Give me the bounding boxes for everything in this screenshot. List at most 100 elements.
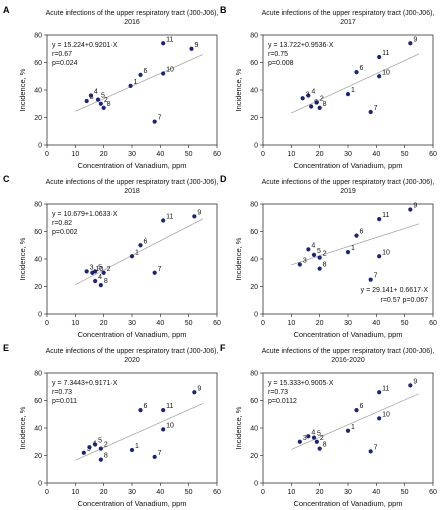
chart-title: Acute infections of the upper respirator… [262,10,435,17]
point-label: 9 [413,36,417,43]
point-label: 11 [382,385,389,392]
data-point [98,446,103,451]
point-label: 4 [311,242,315,249]
y-tick-label: 0 [38,481,42,488]
plot-frame [46,34,218,146]
plot-frame [262,372,434,484]
data-point [87,445,92,450]
y-tick-label: 60 [34,229,42,236]
point-label: 3 [87,446,91,453]
point-label: 3 [90,264,94,271]
x-tick-label: 0 [261,489,265,496]
point-label: 9 [195,42,199,49]
x-tick-label: 20 [100,320,108,327]
chart-title-line2: 2016 [124,19,140,26]
x-tick-label: 40 [372,151,380,158]
data-point [368,277,373,282]
data-point [309,104,314,109]
point-label: 2 [104,442,108,449]
data-point [314,100,319,105]
data-point [408,207,413,212]
y-tick-label: 80 [34,33,42,40]
point-label: 10 [382,69,390,76]
point-label: 9 [413,203,417,210]
y-tick-label: 0 [254,143,258,150]
data-point [152,454,157,459]
point-label: 2 [320,95,324,102]
data-point [317,105,322,110]
y-tick-label: 60 [250,229,258,236]
point-label: 7 [158,115,162,122]
point-label: 10 [166,422,174,429]
point-label: 7 [374,105,378,112]
data-point [84,269,89,274]
data-point [98,457,103,462]
trend-line [75,403,203,461]
data-point [408,41,413,46]
data-point [138,408,143,413]
data-point [300,96,305,101]
y-axis-label: Incidence, % [18,406,27,449]
point-label: 9 [197,385,201,392]
x-axis-label: Concentration of Vanadium, ppm [293,330,402,339]
x-tick-label: 20 [100,489,108,496]
x-tick-label: 10 [287,151,295,158]
regression-annotation: r=0.73 [52,389,72,396]
point-label: 8 [323,262,327,269]
x-tick-label: 30 [128,151,136,158]
point-label: 10 [382,411,390,418]
point-label: 11 [382,50,389,57]
x-tick-label: 40 [156,151,164,158]
regression-annotation: y = 10.679+1.0633·X [52,211,118,218]
x-axis-label: Concentration of Vanadium, ppm [293,499,402,508]
regression-annotation: r=0.75 [268,51,288,58]
point-label: 5 [98,264,102,271]
chart-title-line2: 2016-2020 [331,357,365,364]
y-tick-label: 80 [34,371,42,378]
x-tick-label: 10 [71,320,79,327]
data-point [138,243,143,248]
y-tick-label: 80 [34,202,42,209]
panel-d: D Acute infections of the upper respirato… [220,174,437,339]
data-point [93,442,98,447]
panel-letter: E [3,343,9,353]
y-tick-label: 0 [38,143,42,150]
x-axis-label: Concentration of Vanadium, ppm [77,499,186,508]
panel-letter: F [220,343,226,353]
data-point [161,408,166,413]
chart-title: Acute infections of the upper respirator… [46,348,219,355]
data-point [354,408,359,413]
point-label: 5 [317,431,321,438]
data-point [377,390,382,395]
x-tick-label: 20 [316,151,324,158]
x-tick-label: 50 [185,151,193,158]
x-tick-label: 0 [261,151,265,158]
point-label: 1 [135,249,139,256]
point-label: 5 [314,100,318,107]
plot-frame [46,372,218,484]
point-label: 10 [166,67,174,74]
point-label: 4 [311,429,315,436]
y-tick-label: 40 [34,88,42,95]
y-axis-label: Incidence, % [234,68,243,111]
y-tick-label: 60 [250,398,258,405]
point-label: 6 [360,403,364,410]
data-point [93,278,98,284]
x-tick-label: 50 [401,320,409,327]
regression-annotation: p=0.024 [52,60,78,67]
data-point [84,98,89,104]
regression-annotation: r=0.67 [52,51,72,58]
x-tick-label: 0 [45,489,49,496]
panel-letter: D [220,174,227,184]
point-label: 4 [94,89,98,96]
data-point [345,250,351,255]
point-label: 8 [323,442,327,449]
data-point [306,247,311,252]
data-point [88,93,94,98]
panel-a: A Acute infections of the upper respirato… [3,5,221,170]
point-label: 3 [303,435,307,442]
y-tick-label: 20 [250,115,258,122]
chart-title: Acute infections of the upper respirator… [262,179,435,186]
x-tick-label: 0 [45,320,49,327]
